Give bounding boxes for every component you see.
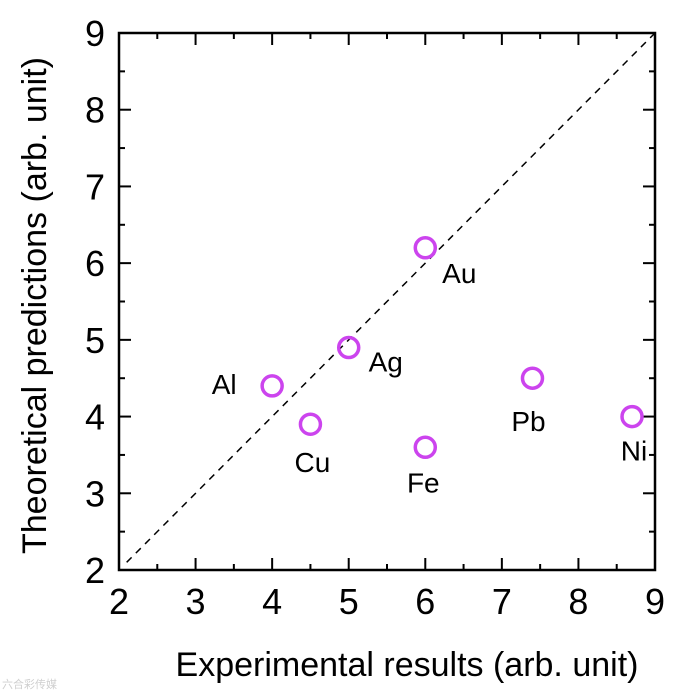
y-tick-label: 2 (85, 550, 105, 591)
data-point-cu (298, 412, 323, 436)
data-point-ag (336, 335, 361, 360)
point-label-al: Al (212, 369, 237, 400)
data-point-fe (413, 435, 438, 460)
point-label-cu: Cu (295, 447, 331, 478)
x-tick-label: 8 (568, 581, 588, 622)
x-tick-label: 3 (186, 581, 206, 622)
point-label-ag: Ag (369, 347, 403, 378)
y-tick-label: 4 (85, 397, 105, 438)
watermark: 六合彩传媒 (2, 678, 57, 691)
point-label-ni: Ni (621, 436, 647, 467)
y-tick-label: 5 (85, 320, 105, 361)
y-tick-label: 6 (85, 243, 105, 284)
data-point-pb (520, 366, 545, 390)
y-tick-label: 9 (85, 13, 105, 54)
x-tick-label: 6 (415, 581, 435, 622)
y-tick-label: 7 (85, 166, 105, 207)
x-tick-label: 5 (339, 581, 359, 622)
data-point-ni (620, 404, 644, 429)
plot-frame (117, 31, 657, 572)
x-tick-label: 9 (645, 581, 665, 622)
reference-line-y-equals-x (126, 32, 656, 563)
data-point-al (260, 374, 284, 398)
point-label-pb: Pb (511, 406, 545, 437)
x-tick-label: 4 (262, 581, 282, 622)
x-tick-label: 7 (492, 581, 512, 622)
y-tick-label: 8 (85, 90, 105, 131)
x-tick-label: 2 (109, 581, 129, 622)
data-point-au (413, 236, 438, 260)
y-axis-title: Theoretical predictions (arb. unit) (16, 57, 54, 554)
point-label-fe: Fe (407, 467, 440, 498)
x-axis-title: Experimental results (arb. unit) (176, 646, 639, 684)
points-layer: Au Ag Al Cu Fe Pb Ni (212, 236, 647, 498)
y-tick-label: 3 (85, 473, 105, 514)
ticks-layer: 2 3 4 5 6 7 8 9 2 3 4 5 6 7 8 9 (85, 13, 665, 622)
point-label-au: Au (442, 258, 476, 289)
